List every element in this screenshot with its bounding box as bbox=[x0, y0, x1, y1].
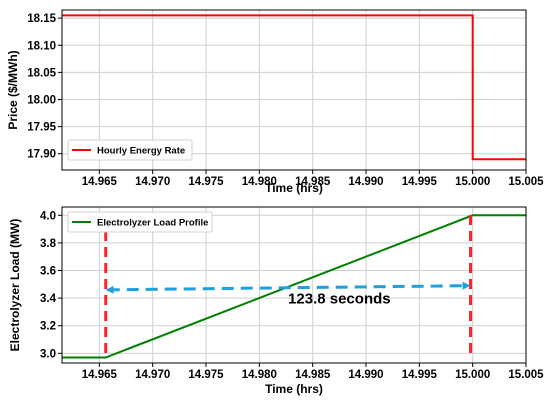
load-annotations bbox=[104, 215, 473, 359]
price-plot-frame bbox=[61, 9, 527, 171]
load-x-axis-label: Time (hrs) bbox=[265, 382, 323, 396]
load-legend-box bbox=[67, 211, 213, 233]
price-series-line bbox=[62, 14, 526, 161]
price-y-tick-label: 18.00 bbox=[27, 94, 56, 106]
load-y-tick-label: 4.0 bbox=[40, 210, 56, 222]
load-x-ticks: 14.965 14.970 14.975 14.980 14.985 14.990 14.9… bbox=[82, 363, 544, 381]
price-y-axis-label: Price ($/MWh) bbox=[6, 50, 20, 129]
price-x-tick-label: 15.005 bbox=[508, 176, 544, 188]
load-y-axis-label: Electrolyzer Load (MW) bbox=[8, 219, 22, 352]
load-y-tick-label: 3.8 bbox=[40, 238, 57, 250]
price-x-tick-label: 14.980 bbox=[242, 176, 277, 188]
price-y-tick-label: 18.05 bbox=[27, 67, 56, 79]
price-legend-label: Hourly Energy Rate bbox=[97, 146, 185, 157]
load-x-tick-label: 14.965 bbox=[82, 369, 118, 381]
load-x-tick-label: 14.985 bbox=[295, 369, 331, 381]
price-x-tick-label: 14.970 bbox=[135, 176, 170, 188]
price-y-tick-label: 18.10 bbox=[27, 40, 56, 52]
duration-annotation-label: 123.8 seconds bbox=[288, 291, 391, 308]
price-x-axis-label: Time (hrs) bbox=[265, 181, 323, 195]
load-y-tick-label: 3.0 bbox=[40, 348, 56, 360]
price-y-ticks: 17.90 17.95 18.00 18.05 18.10 18.15 bbox=[27, 13, 62, 161]
load-x-tick-label: 15.005 bbox=[508, 369, 544, 381]
price-legend: Hourly Energy Rate bbox=[67, 139, 193, 161]
load-x-tick-label: 14.970 bbox=[135, 369, 170, 381]
price-x-ticks: 14.965 14.970 14.975 14.980 14.985 14.990 14.9… bbox=[82, 170, 544, 188]
load-legend-label: Electrolyzer Load Profile bbox=[97, 218, 208, 229]
load-y-tick-label: 3.6 bbox=[40, 266, 56, 278]
load-grid bbox=[62, 207, 527, 363]
price-legend-box bbox=[67, 139, 193, 161]
load-x-tick-label: 15.000 bbox=[455, 369, 490, 381]
price-chart: 14.965 14.970 14.975 14.980 14.985 14.990 14.9… bbox=[6, 9, 544, 195]
load-x-tick-label: 14.995 bbox=[402, 369, 438, 381]
load-plot-frame bbox=[61, 206, 527, 364]
price-x-tick-label: 14.990 bbox=[348, 176, 383, 188]
load-x-tick-label: 14.975 bbox=[188, 369, 224, 381]
price-y-tick-label: 17.90 bbox=[27, 149, 56, 161]
load-y-tick-label: 3.4 bbox=[40, 293, 57, 305]
load-legend: Electrolyzer Load Profile bbox=[67, 211, 213, 233]
price-x-tick-label: 14.965 bbox=[82, 176, 118, 188]
price-y-tick-label: 17.95 bbox=[27, 122, 56, 134]
price-x-tick-label: 14.985 bbox=[295, 176, 331, 188]
price-y-tick-label: 18.15 bbox=[27, 13, 56, 25]
load-x-tick-label: 14.980 bbox=[242, 369, 277, 381]
price-grid bbox=[62, 10, 527, 170]
load-x-tick-label: 14.990 bbox=[348, 369, 383, 381]
duration-arrow bbox=[105, 281, 471, 294]
price-x-tick-label: 15.000 bbox=[455, 176, 490, 188]
load-chart: 14.965 14.970 14.975 14.980 14.985 14.990 14.9… bbox=[8, 206, 544, 396]
price-x-tick-label: 14.995 bbox=[402, 176, 438, 188]
load-y-tick-label: 3.2 bbox=[40, 321, 56, 333]
price-x-tick-label: 14.975 bbox=[188, 176, 224, 188]
price-series-layer bbox=[62, 14, 526, 161]
load-y-ticks: 3.0 3.2 3.4 3.6 3.8 4.0 bbox=[40, 210, 62, 360]
